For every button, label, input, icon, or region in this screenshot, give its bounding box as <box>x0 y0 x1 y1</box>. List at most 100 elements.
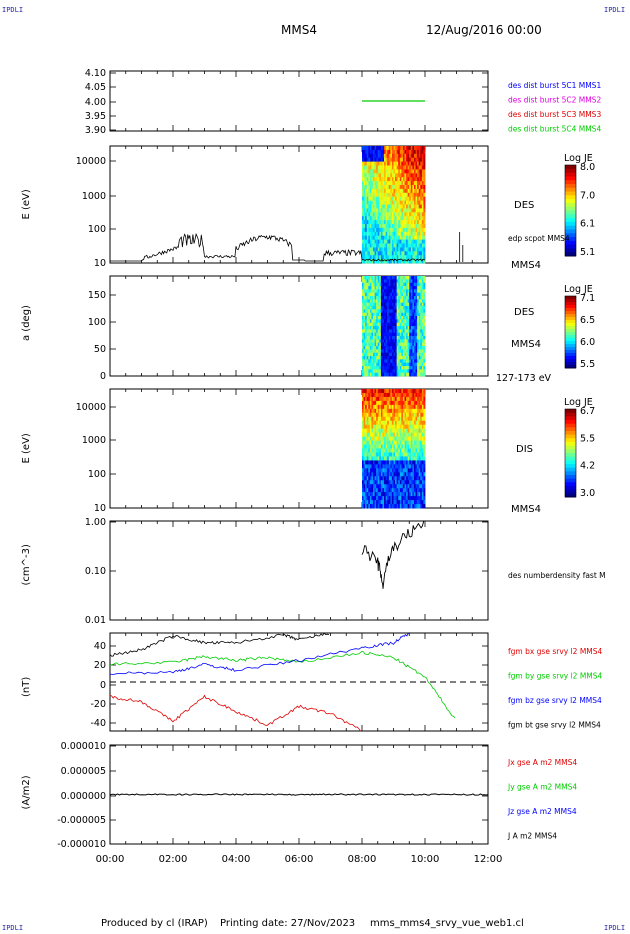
spectrogram-cell <box>401 424 404 430</box>
spectrogram-cell <box>423 235 426 240</box>
spectrogram-cell <box>396 181 399 186</box>
spectrogram-cell <box>402 372 405 377</box>
spectrogram-cell <box>366 296 369 300</box>
spectrogram-cell <box>380 282 383 287</box>
spectrogram-cell <box>395 472 398 477</box>
spectrogram-cell <box>423 173 426 178</box>
spectrogram-cell <box>406 356 409 360</box>
spectrogram-cell <box>390 165 393 170</box>
spectrogram-cell <box>399 177 402 182</box>
spectrogram-cell <box>384 400 387 406</box>
spectrogram-cell <box>418 173 421 178</box>
spectrogram-cell <box>380 424 383 430</box>
spectrogram-cell <box>390 420 393 426</box>
colorbar-pitch-tick: 7.1 <box>580 293 595 304</box>
spectrogram-cell <box>423 149 426 155</box>
spectrogram-cell <box>384 329 387 334</box>
spectrogram-cell <box>365 404 368 410</box>
spectrogram-cell <box>421 177 424 182</box>
spectrogram-cell <box>387 165 390 170</box>
spectrogram-cell <box>384 504 387 509</box>
spectrogram-cell <box>401 329 404 334</box>
spectrogram-cell <box>385 408 388 414</box>
spectrogram-cell <box>407 169 410 174</box>
spectrogram-cell <box>387 296 390 300</box>
spectrogram-cell <box>391 326 394 330</box>
spectrogram-cell <box>384 336 387 340</box>
spectrogram-cell <box>401 299 404 304</box>
spectrogram-cell <box>369 165 372 170</box>
spectrogram-cell <box>399 389 402 394</box>
spectrogram-cell <box>413 392 416 398</box>
spectrogram-cell <box>387 161 390 166</box>
spectrogram-cell <box>423 452 426 457</box>
spectrogram-cell <box>409 440 412 445</box>
spectrogram-cell <box>393 286 396 290</box>
spectrogram-cell <box>415 220 418 225</box>
spectrogram-cell <box>413 339 416 344</box>
spectrogram-cell <box>369 416 372 422</box>
spectrogram-cell <box>421 227 424 233</box>
spectrogram-cell <box>366 216 369 221</box>
spectrogram-cell <box>384 243 387 248</box>
colorbar-pitch-swatch <box>565 365 576 369</box>
spectrogram-cell <box>373 243 375 248</box>
spectrogram-cell <box>412 212 415 217</box>
colorbar-dis-tick: 5.5 <box>580 433 595 444</box>
spectrogram-cell <box>387 239 390 244</box>
spectrogram-cell <box>420 336 423 340</box>
spectrogram-cell <box>396 251 399 256</box>
spectrogram-cell <box>391 349 394 354</box>
spectrogram-cell <box>376 359 379 364</box>
spectrogram-cell <box>377 432 380 437</box>
spectrogram-cell <box>371 412 374 418</box>
spectrogram-cell <box>393 227 396 233</box>
spectrogram-cell <box>412 480 415 485</box>
spectrogram-cell <box>418 224 421 229</box>
spectrogram-cell <box>385 436 388 441</box>
spectrogram-cell <box>412 165 415 170</box>
spectrogram-cell <box>409 476 412 481</box>
spectrogram-cell <box>418 227 421 233</box>
spectrogram-cell <box>398 428 401 434</box>
spectrogram-cell <box>406 276 409 280</box>
spectrogram-cell <box>366 464 369 469</box>
spectrogram-cell <box>368 299 371 304</box>
spectrogram-cell <box>377 279 380 284</box>
spectrogram-cell <box>421 472 424 477</box>
spectrogram-cell <box>402 312 405 317</box>
spectrogram-cell <box>380 173 383 178</box>
spectrogram-cell <box>415 149 418 155</box>
spectrogram-cell <box>417 316 420 320</box>
spectrogram-cell <box>388 504 391 509</box>
spectrogram-cell <box>409 157 412 162</box>
spectrogram-cell <box>373 224 375 229</box>
spectrogram-cell <box>363 464 366 469</box>
spectrogram-cell <box>362 349 364 354</box>
spectrogram-cell <box>398 173 401 178</box>
spectrogram-cell <box>418 460 421 465</box>
spectrogram-cell <box>413 279 416 284</box>
spectrogram-cell <box>371 496 374 501</box>
spectrogram-cell <box>373 309 375 314</box>
spectrogram-cell <box>366 224 369 229</box>
spectrogram-cell <box>380 227 383 233</box>
colorbar-dis-swatch <box>565 431 576 436</box>
spectrogram-cell <box>395 339 398 344</box>
spectrogram-cell <box>385 302 388 307</box>
spectrogram-cell <box>401 366 404 370</box>
spectrogram-cell <box>371 316 374 320</box>
spectrogram-cell <box>412 326 415 330</box>
spectrogram-cell <box>404 286 407 290</box>
spectrogram-cell <box>409 200 412 205</box>
spectrogram-cell <box>420 362 423 367</box>
spectrogram-cell <box>373 220 375 225</box>
spectrogram-cell <box>401 480 404 485</box>
spectrogram-cell <box>379 239 382 244</box>
spectrogram-cell <box>409 192 412 198</box>
spectrogram-cell <box>401 309 404 314</box>
spectrogram-cell <box>373 492 375 497</box>
series-line-j <box>109 793 489 796</box>
spectrogram-cell <box>393 420 396 426</box>
spectrogram-cell <box>390 444 393 449</box>
